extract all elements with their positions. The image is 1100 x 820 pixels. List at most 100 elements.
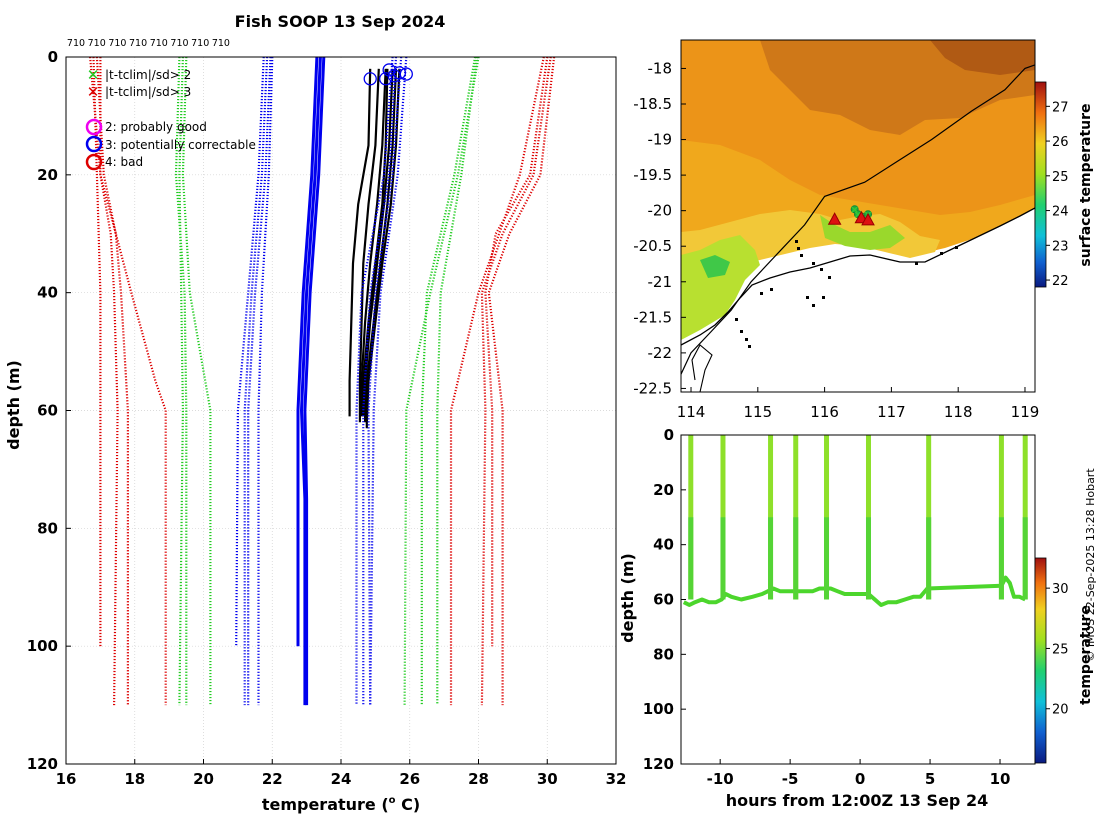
island-dot: [740, 330, 743, 333]
legend-entry-green-x: ✕ |t-tclim|/sd> 2: [87, 66, 191, 84]
credit-text: © IMOS 22-Sep-2025 13:28 Hobart: [1084, 468, 1097, 662]
climatology-dotted-line: [95, 57, 130, 706]
map-y-tick-label: -20: [648, 202, 673, 220]
sst-colorbar-ticks: 22 23 24 25 26 27: [1046, 100, 1069, 289]
profile-panel: 710 710 710 710 710 710 710 710 16 18 20 22 24 26 28 3…: [4, 38, 626, 814]
map-x-tick-label: 117: [877, 403, 906, 421]
legend-label-bad: 4: bad: [105, 155, 143, 169]
profile-y-tick-label: 60: [37, 402, 58, 420]
profile-line: [348, 68, 372, 417]
temperature-colorbar-tick-label: 25: [1052, 642, 1069, 657]
profile-x-tick-label: 20: [193, 770, 214, 788]
map-y-tick-label: -21: [648, 273, 673, 291]
flag-triangle-marker: [827, 212, 842, 225]
timeseries-x-tick-label: -10: [707, 770, 734, 788]
map-y-tick-label: -20.5: [633, 237, 672, 255]
climatology-dotted-line: [362, 57, 398, 706]
flag-triangle-marker: [861, 212, 875, 226]
sst-cool-patch: [820, 215, 905, 250]
profile-x-axis-label: temperature (o C): [262, 795, 420, 814]
climatology-dotted-line: [257, 57, 274, 706]
profile-y-tick-label: 80: [37, 519, 58, 537]
climatology-dotted-line: [484, 57, 549, 647]
climatology-dotted-line: [247, 57, 272, 706]
profile-line: [364, 68, 394, 423]
climatology-dotted-line: [181, 57, 212, 706]
sst-colorbar-tick-label: 26: [1052, 135, 1069, 150]
profile-flag-markers: [363, 63, 413, 86]
climatology-dotted-line: [243, 57, 269, 706]
climatology-dotted-line: [174, 57, 188, 706]
climatology-dotted-line: [235, 57, 265, 647]
profile-x-ticks: 16 18 20 22 24 26 28 30 32: [56, 759, 626, 788]
timeseries-x-tick-label: 0: [855, 770, 865, 788]
profile-lines: [89, 57, 556, 706]
map-y-tick-label: -21.5: [633, 308, 672, 326]
legend-label-2sd: |t-tclim|/sd> 2: [105, 68, 191, 82]
climatology-dotted-line: [178, 57, 184, 706]
island-dot: [955, 246, 958, 249]
profile-legend: ✕ |t-tclim|/sd> 2 ✕ |t-tclim|/sd> 3 2: p…: [85, 66, 256, 171]
profile-line: [296, 57, 319, 647]
island-dot: [795, 240, 798, 243]
island-dot: [812, 262, 815, 265]
map-y-ticks: -18 -18.5 -19 -19.5 -20 -20.5 -21 -21.5 -22 -22.5: [633, 59, 686, 397]
island-dot: [828, 276, 831, 279]
profile-x-tick-label: 24: [331, 770, 352, 788]
island-dot: [770, 288, 773, 291]
timeseries-y-tick-label: 20: [653, 481, 674, 499]
bathymetry-contour: [681, 64, 1035, 375]
profile-top-label: 710: [88, 38, 106, 49]
legend-circle-marker-blue: [85, 135, 103, 153]
land-mass: [681, 208, 1035, 392]
island-dot: [800, 254, 803, 257]
legend-entry-probably-good: 2: probably good: [85, 118, 207, 136]
flag-marker-circle: [363, 72, 377, 86]
climatology-dotted-line: [369, 57, 408, 706]
timeseries-x-tick-label: -5: [782, 770, 799, 788]
timeseries-x-axis-label: hours from 12:00Z 13 Sep 24: [726, 791, 988, 810]
map-y-tick-label: -22.5: [633, 379, 672, 397]
track-x-marker: ×: [850, 203, 859, 216]
timeseries-y-tick-label: 80: [653, 645, 674, 663]
legend-circle-marker-magenta: [85, 118, 103, 136]
legend-circle-marker-red: [85, 153, 103, 171]
profile-y-tick-label: 120: [27, 755, 58, 773]
legend-x-marker-red: ✕: [87, 83, 100, 101]
climatology-dotted-line: [487, 57, 556, 706]
profile-y-axis-label: depth (m): [4, 360, 23, 450]
profile-line: [365, 68, 401, 423]
timeseries-y-tick-label: 100: [643, 700, 674, 718]
profile-top-labels: 710 710 710 710 710 710 710 710: [67, 38, 230, 49]
profile-x-tick-label: 26: [399, 770, 420, 788]
island-dot: [748, 345, 751, 348]
sst-hot-patch-northeast: [930, 40, 1035, 75]
sst-green-patch: [700, 255, 730, 278]
temperature-colorbar-tick-label: 30: [1052, 582, 1069, 597]
island-dot: [822, 296, 825, 299]
island-dot: [940, 252, 943, 255]
profile-top-label: 710: [129, 38, 147, 49]
climatology-dotted-line: [480, 57, 552, 706]
timeseries-y-tick-label: 60: [653, 591, 674, 609]
timeseries-x-tick-label: 10: [990, 770, 1011, 788]
profile-y-tick-label: 0: [48, 48, 58, 66]
timeseries-x-ticks: -10 -5 0 5 10: [707, 759, 1011, 788]
island-dot: [915, 262, 918, 265]
legend-entry-red-x: ✕ |t-tclim|/sd> 3: [87, 83, 191, 101]
ship-track: ×××××: [827, 203, 875, 226]
profile-y-tick-label: 100: [27, 637, 58, 655]
timeseries-panel: -10 -5 0 5 10 0 20 40 60 80 100 120 hours from 12:…: [618, 426, 1094, 810]
island-dot: [797, 247, 800, 250]
climatology-dotted-line: [355, 57, 394, 706]
profile-top-label: 710: [212, 38, 230, 49]
coastline-inner: [691, 344, 713, 392]
profile-y-tick-label: 40: [37, 284, 58, 302]
profile-line: [358, 68, 380, 423]
profile-top-label: 710: [150, 38, 168, 49]
sst-colorbar-label: surface temperature: [1078, 103, 1094, 266]
profile-x-tick-label: 28: [468, 770, 489, 788]
climatology-dotted-line: [99, 57, 119, 706]
sst-colorbar-tick-label: 27: [1052, 100, 1069, 115]
